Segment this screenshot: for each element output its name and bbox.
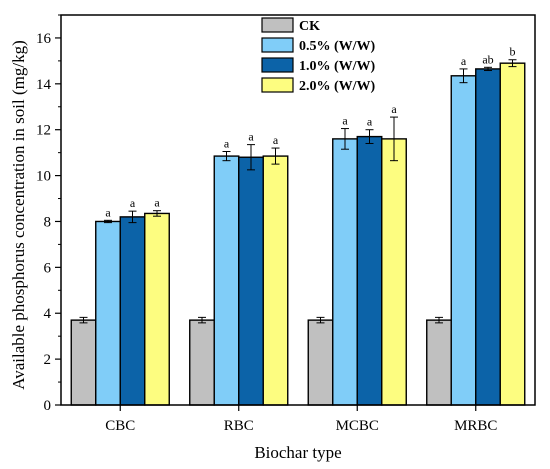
error-bar: [435, 316, 443, 324]
significance-label: a: [391, 102, 397, 116]
error-bar: [153, 210, 161, 217]
error-bar: [247, 144, 255, 171]
significance-label: a: [367, 115, 373, 129]
bar: [262, 155, 289, 406]
bar: [144, 212, 170, 406]
bar: [356, 135, 383, 406]
x-tick-label: RBC: [224, 418, 254, 434]
y-tick-label: 2: [44, 352, 52, 368]
significance-label: ab: [482, 52, 493, 66]
x-tick-label: CBC: [105, 418, 135, 434]
y-axis-title: Available phosphorus concentration in so…: [9, 40, 28, 390]
error-bar: [508, 59, 517, 68]
legend-label: CK: [299, 19, 320, 34]
y-tick-label: 0: [44, 398, 52, 414]
significance-label: a: [154, 196, 160, 210]
bar: [119, 216, 146, 406]
significance-label: a: [273, 133, 279, 147]
bar: [189, 319, 215, 406]
error-bar: [459, 68, 468, 84]
error-bar: [222, 151, 231, 162]
bar: [95, 220, 121, 406]
legend-label: 1.0% (W/W): [299, 59, 376, 74]
legend-item: 0.5% (W/W): [261, 37, 376, 54]
x-tick-label: MCBC: [336, 418, 379, 434]
legend-swatch: [261, 77, 294, 93]
y-tick-label: 16: [36, 31, 52, 47]
bar: [381, 138, 407, 406]
significance-label: a: [248, 130, 254, 144]
error-bar: [341, 128, 349, 150]
error-bar: [316, 316, 325, 324]
x-tick-label: MRBC: [454, 418, 497, 434]
legend-label: 2.0% (W/W): [299, 79, 376, 94]
x-axis-title: Biochar type: [254, 443, 341, 462]
legend-swatch: [261, 37, 294, 53]
error-bar: [128, 210, 137, 224]
y-tick-label: 10: [36, 169, 51, 185]
significance-label: a: [105, 205, 111, 219]
legend-item: CK: [261, 17, 320, 34]
significance-label: b: [510, 45, 516, 59]
significance-label: a: [130, 196, 136, 210]
significance-label: a: [461, 54, 467, 68]
error-bar: [484, 66, 492, 72]
legend: CK 0.5% (W/W) 1.0% (W/W) 2.0% (W/W): [261, 17, 376, 94]
bar: [238, 156, 264, 406]
y-tick-label: 14: [36, 77, 52, 93]
legend-label: 0.5% (W/W): [299, 39, 376, 54]
bar: [332, 138, 358, 406]
bar: [475, 68, 501, 406]
significance-label: a: [224, 137, 230, 151]
y-tick-label: 4: [44, 306, 52, 322]
bar: [499, 62, 526, 406]
y-tick-label: 8: [44, 214, 52, 230]
error-bar: [104, 219, 112, 224]
bar: [426, 319, 452, 406]
error-bar: [198, 316, 206, 324]
bar: [307, 319, 334, 406]
bar: [70, 319, 97, 406]
error-bar: [365, 129, 374, 144]
error-bar: [79, 316, 88, 324]
plot-frame: [60, 14, 536, 406]
y-tick-label: 12: [36, 123, 51, 139]
error-bars-layer: [79, 59, 517, 324]
legend-swatch: [261, 57, 294, 73]
bar: [213, 155, 240, 406]
y-tick-label: 6: [44, 260, 52, 276]
error-bar: [390, 116, 398, 162]
legend-swatch: [261, 17, 294, 33]
significance-label: a: [342, 114, 348, 128]
legend-item: 2.0% (W/W): [261, 77, 376, 94]
significance-labels-layer: a a a a a a a a a a ab b: [105, 45, 515, 220]
axes-layer: 0 2 4 6 8 10 12 14 16 CBC RBC MCBC MRBC: [36, 14, 536, 434]
bar: [450, 75, 477, 406]
bars-layer: [70, 62, 526, 406]
legend-item: 1.0% (W/W): [261, 57, 376, 74]
error-bar: [271, 147, 280, 165]
